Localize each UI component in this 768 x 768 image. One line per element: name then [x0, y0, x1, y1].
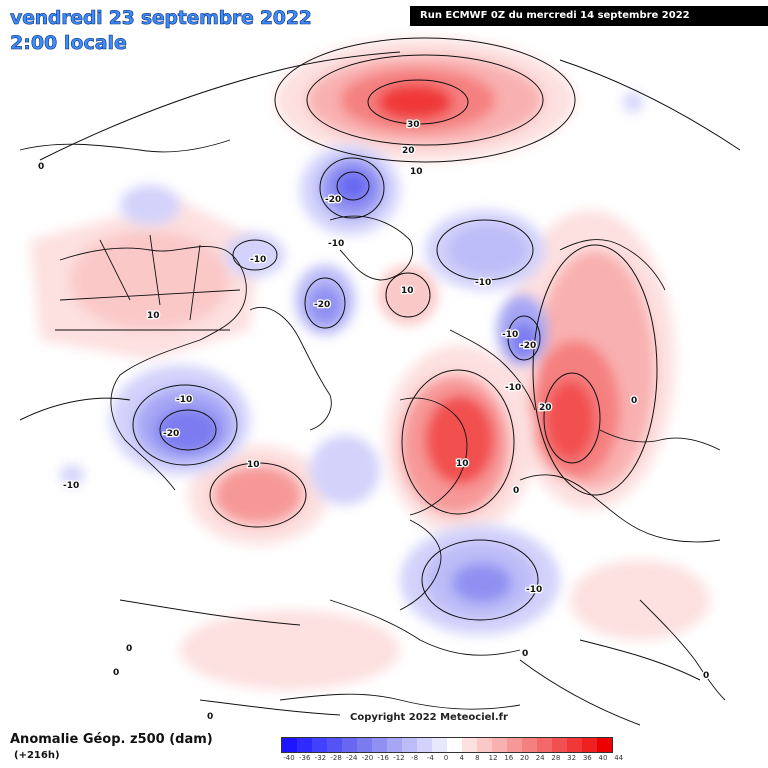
- contour-label: -20: [520, 341, 536, 351]
- color-scale-tick-label: 20: [520, 754, 529, 762]
- contour-label: 0: [126, 644, 132, 654]
- color-scale-cell: [522, 738, 537, 752]
- color-scale-tick-label: -12: [393, 754, 405, 762]
- contour-label: 10: [456, 459, 469, 469]
- color-scale-cell: [297, 738, 312, 752]
- contour-label: 0: [703, 671, 709, 681]
- contour-label: -10: [250, 255, 266, 265]
- color-scale-cell: [372, 738, 387, 752]
- contour-label: 0: [522, 649, 528, 659]
- contour-label: 0: [113, 668, 119, 678]
- color-scale-tick-label: -16: [377, 754, 389, 762]
- contour-label: 0: [513, 486, 519, 496]
- contour-label: 10: [147, 311, 160, 321]
- color-scale-tick-label: -32: [314, 754, 327, 762]
- color-scale-cell: [582, 738, 597, 752]
- color-scale-tick-label: 16: [504, 754, 514, 762]
- contour-lines: [19, 37, 741, 726]
- contour-label: -10: [475, 278, 491, 288]
- color-scale-cell: [552, 738, 567, 752]
- color-scale-tick-label: -40: [283, 754, 295, 762]
- color-scale-tick-label: -36: [298, 754, 311, 762]
- map-title: Anomalie Géop. z500 (dam): [10, 732, 213, 747]
- coastlines: [19, 139, 726, 710]
- contour-label: -20: [163, 429, 179, 439]
- color-scale-tick-label: 4: [459, 754, 464, 762]
- color-scale-cell: [282, 738, 297, 752]
- forecast-time: 2:00 locale: [10, 32, 128, 55]
- color-scale-tick-label: 12: [488, 754, 498, 762]
- color-scale-cell: [387, 738, 402, 752]
- copyright: Copyright 2022 Meteociel.fr: [350, 712, 508, 723]
- color-scale-cell: [537, 738, 552, 752]
- contour-label: 0: [38, 162, 44, 172]
- color-scale-cell: [462, 738, 477, 752]
- contour-label: -10: [505, 383, 521, 393]
- color-scale-tick-label: 28: [551, 754, 561, 762]
- color-scale-cell: [447, 738, 462, 752]
- color-scale-tick-label: -4: [426, 754, 434, 762]
- contour-label: -10: [526, 585, 542, 595]
- contour-label: -10: [328, 239, 344, 249]
- color-scale-tick-label: -24: [346, 754, 358, 762]
- color-scale-tick-label: -28: [330, 754, 342, 762]
- color-scale-cell: [477, 738, 492, 752]
- color-scale-labels: -40 -36 -32 -28 -24 -20 -16 -12 -8 -4 0 4 8 12 16 20 24 2…: [281, 754, 627, 764]
- color-scale-cell: [417, 738, 432, 752]
- color-scale-tick-label: 24: [535, 754, 545, 762]
- contour-label: 10: [247, 460, 260, 470]
- color-scale-cell: [507, 738, 522, 752]
- contour-label: -20: [325, 195, 341, 205]
- color-scale-cell: [357, 738, 372, 752]
- color-scale-tick-label: -8: [411, 754, 419, 762]
- contour-label: 0: [631, 396, 637, 406]
- contour-label: 30: [407, 120, 420, 130]
- contour-label: 20: [539, 403, 552, 413]
- contour-label: 10: [401, 286, 414, 296]
- color-scale-tick-label: 36: [582, 754, 592, 762]
- contour-label: -10: [502, 330, 518, 340]
- color-scale-tick-label: 32: [567, 754, 577, 762]
- contour-labels: 30 20 10 -20 -10 -10 -10 -20 10 -10 -10 …: [37, 119, 711, 724]
- contour-label: 20: [402, 146, 415, 156]
- color-scale-cell: [327, 738, 342, 752]
- contour-label: 0: [207, 712, 213, 722]
- color-scale-tick-label: 44: [614, 754, 624, 762]
- color-scale-tick-label: 8: [475, 754, 480, 762]
- contour-label: -10: [176, 395, 192, 405]
- color-scale-cell: [492, 738, 507, 752]
- color-scale-cell: [342, 738, 357, 752]
- forecast-lead-time: (+216h): [14, 750, 60, 761]
- color-scale-tick-label: 0: [443, 754, 449, 762]
- color-scale-bar: [281, 737, 613, 753]
- contour-label: -10: [63, 481, 79, 491]
- run-info: Run ECMWF 0Z du mercredi 14 septembre 20…: [410, 6, 768, 26]
- contour-label: 10: [410, 167, 423, 177]
- color-scale-cell: [597, 738, 612, 752]
- forecast-date: vendredi 23 septembre 2022: [10, 7, 312, 30]
- color-scale-tick-label: 40: [598, 754, 608, 762]
- color-scale-cell: [432, 738, 447, 752]
- color-scale-cell: [402, 738, 417, 752]
- color-scale-cell: [312, 738, 327, 752]
- contour-label: -20: [314, 300, 330, 310]
- color-scale-cell: [567, 738, 582, 752]
- anomaly-shading: [30, 38, 710, 690]
- color-scale-tick-label: -20: [361, 754, 374, 762]
